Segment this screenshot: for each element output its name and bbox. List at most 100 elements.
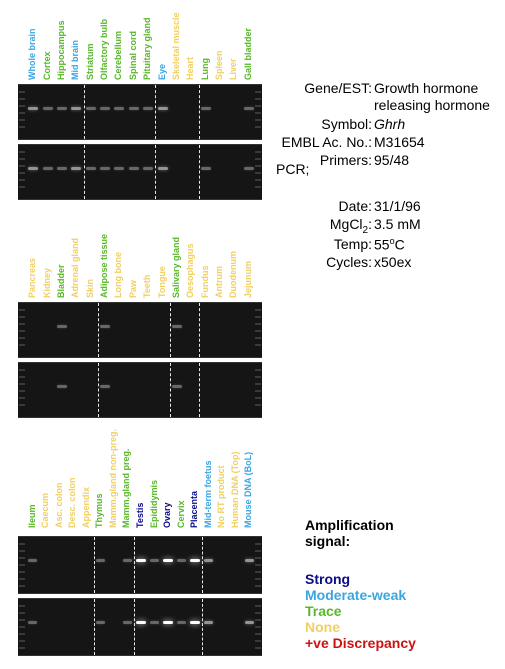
lane-label: Heart xyxy=(185,57,195,80)
symbol-key: Symbol: xyxy=(321,116,372,132)
pcr-band xyxy=(123,559,132,562)
lane-separator xyxy=(155,145,156,199)
pcr-band xyxy=(201,107,211,110)
lane-label: Ileum xyxy=(27,504,37,528)
pcr-band xyxy=(190,621,199,624)
lane-separator xyxy=(170,303,171,357)
pcr-band xyxy=(96,621,105,624)
gel-panel-1: Whole brain Cortex Hippocampus Mid brain Str… xyxy=(0,0,270,220)
pcr-band xyxy=(172,325,182,328)
lane-label: Mid brain xyxy=(70,40,80,80)
ladder-lane xyxy=(19,605,25,649)
lane-label: Oesophagus xyxy=(185,243,195,298)
pcr-band xyxy=(163,621,172,624)
lane-separator xyxy=(202,537,203,593)
lane-separator xyxy=(155,85,156,139)
gel-image-1a xyxy=(18,84,262,140)
pcr-band xyxy=(71,107,81,110)
lane-label: Bladder xyxy=(56,264,66,298)
lane-label: Thymus xyxy=(94,493,104,528)
lane-label: Olfactory bulb xyxy=(99,19,109,80)
embl-key: EMBL Ac. No.: xyxy=(281,134,372,150)
lane-separator xyxy=(199,85,200,139)
gel-image-3b xyxy=(18,598,262,656)
ladder-lane xyxy=(255,91,261,133)
lane-label: Antrum xyxy=(214,266,224,298)
pcr-band xyxy=(86,107,96,110)
cycles-value: x50ex xyxy=(374,254,411,270)
lane-label: Mouse DNA (BoL) xyxy=(243,452,253,528)
pcr-band xyxy=(244,167,254,170)
date-value: 31/1/96 xyxy=(374,198,421,214)
pcr-band xyxy=(158,167,168,170)
lane-label: Jejunum xyxy=(243,261,253,298)
pcr-band xyxy=(143,167,153,170)
pcr-band xyxy=(158,107,168,110)
pcr-band xyxy=(114,167,124,170)
lane-separator xyxy=(199,145,200,199)
pcr-band xyxy=(43,107,53,110)
gene-key: Gene/EST: xyxy=(304,80,372,96)
gel-image-1b xyxy=(18,144,262,200)
pcr-heading: PCR; xyxy=(276,161,309,177)
symbol-value: Ghrh xyxy=(374,116,405,132)
ladder-lane xyxy=(19,369,25,411)
date-key: Date: xyxy=(339,198,372,214)
pcr-band xyxy=(28,107,38,110)
pcr-band xyxy=(150,559,159,562)
lane-label: Spinal cord xyxy=(128,31,138,80)
pcr-band xyxy=(71,167,81,170)
temp-value: 55oC xyxy=(374,236,405,253)
legend-title-line1: Amplification xyxy=(305,517,416,533)
cycles-key: Cycles: xyxy=(326,254,372,270)
lane-label: Paw xyxy=(128,280,138,298)
embl-value: M31654 xyxy=(374,134,425,150)
lane-label: Cerebellum xyxy=(113,31,123,80)
pcr-band xyxy=(57,325,67,328)
ladder-lane xyxy=(255,605,261,649)
lane-label: Testis xyxy=(135,503,145,528)
pcr-band xyxy=(204,559,213,562)
lane-label: Liver xyxy=(228,58,238,80)
lane-label: Human DNA (Top) xyxy=(230,452,240,529)
ladder-lane xyxy=(19,309,25,351)
pcr-band xyxy=(136,621,145,624)
pcr-band xyxy=(100,325,110,328)
lane-label: Pituitary gland xyxy=(142,17,152,80)
pcr-band xyxy=(163,559,172,562)
lane-label: Gall bladder xyxy=(243,28,253,80)
lane-separator xyxy=(98,363,99,417)
lane-separator xyxy=(98,303,99,357)
lane-label: Tongue xyxy=(157,266,167,298)
pcr-band xyxy=(57,385,67,388)
lane-label: Asc. colon xyxy=(54,482,64,528)
pcr-band xyxy=(129,167,139,170)
lane-label: Striatum xyxy=(85,43,95,80)
gel-image-3a xyxy=(18,536,262,594)
lane-label: Placenta xyxy=(189,491,199,528)
lane-label: Salivary gland xyxy=(171,237,181,298)
lane-label: Mid-term foetus xyxy=(203,461,213,529)
pcr-band xyxy=(28,621,37,624)
pcr-band xyxy=(143,107,153,110)
lane-label: Mamm.gland preg. xyxy=(121,448,131,528)
lane-label: Eye xyxy=(157,64,167,80)
mgcl2-key: MgCl2: xyxy=(330,216,372,236)
lane-label: Pancreas xyxy=(27,258,37,298)
lane-separator xyxy=(202,599,203,655)
lane-label: Duodenum xyxy=(228,251,238,298)
pcr-band xyxy=(28,559,37,562)
lane-label: Hippocampus xyxy=(56,20,66,80)
pcr-band xyxy=(177,559,186,562)
mgcl2-value: 3.5 mM xyxy=(374,216,421,232)
lane-label: Epididymis xyxy=(149,480,159,528)
pcr-band xyxy=(28,167,38,170)
ladder-lane xyxy=(19,543,25,587)
lane-label: Lung xyxy=(200,58,210,80)
pcr-band xyxy=(123,621,132,624)
pcr-band xyxy=(245,559,254,562)
lane-separator xyxy=(170,363,171,417)
ladder-lane xyxy=(255,543,261,587)
primers-key: Primers: xyxy=(320,152,372,168)
lane-label: Cortex xyxy=(42,51,52,80)
